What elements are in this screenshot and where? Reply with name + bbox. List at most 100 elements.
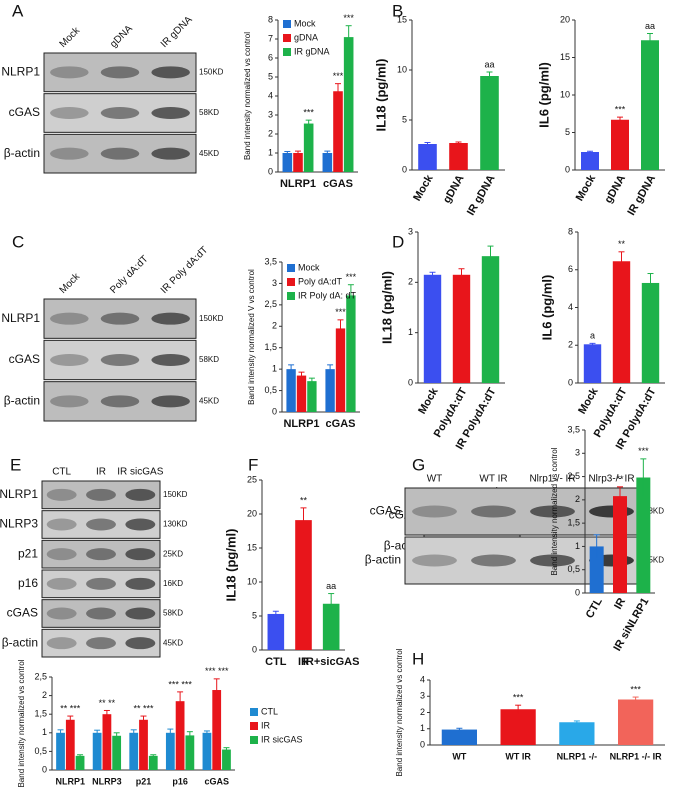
y-tick-label: 3 xyxy=(420,691,425,701)
x-tick-label: NLRP1 xyxy=(280,178,316,190)
x-tick-label: IR gDNA xyxy=(625,173,658,218)
annotation: *** xyxy=(630,684,641,694)
y-tick-label: 20 xyxy=(560,14,570,24)
y-tick-label: 2 xyxy=(420,707,425,717)
bar xyxy=(322,153,333,172)
blot-band xyxy=(125,518,156,531)
row-label: NLRP1 xyxy=(1,65,40,79)
lane-label: CTL xyxy=(52,467,71,478)
bar xyxy=(333,91,343,172)
y-tick-label: 1 xyxy=(575,541,580,551)
y-tick-label: 5 xyxy=(252,610,257,620)
bar xyxy=(500,709,536,745)
x-tick-label: cGAS xyxy=(326,418,356,430)
y-tick-label: 2 xyxy=(42,690,47,700)
lane-label: Mock xyxy=(58,271,83,296)
y-axis-label: Band intensity normalized vs control xyxy=(550,447,559,575)
lane-label: IR sicGAS xyxy=(117,467,163,478)
y-tick-label: 8 xyxy=(268,14,273,24)
lane-label: gDNA xyxy=(108,23,135,50)
blot-band xyxy=(50,312,89,325)
bar xyxy=(322,603,340,650)
size-label: 58KD xyxy=(163,609,183,618)
legend-swatch xyxy=(283,20,291,28)
y-axis-label: Band intensity normalized vs control xyxy=(395,648,404,776)
y-tick-label: 1 xyxy=(420,723,425,733)
blot-band xyxy=(412,554,457,567)
legend-swatch xyxy=(287,278,295,286)
panel-letter: D xyxy=(392,232,404,251)
row-label: p16 xyxy=(18,576,38,590)
legend-swatch xyxy=(250,722,258,730)
bar xyxy=(202,732,212,770)
bar xyxy=(452,274,471,383)
blot-band xyxy=(100,354,140,366)
bar xyxy=(148,755,158,770)
bar xyxy=(112,735,122,770)
y-tick-label: 10 xyxy=(397,64,407,74)
panel-letter: G xyxy=(412,455,425,474)
blot-band xyxy=(125,637,156,650)
y-tick-label: 2 xyxy=(568,340,573,350)
y-tick-label: 8 xyxy=(568,226,573,236)
panel-letter: F xyxy=(248,455,258,474)
annotation: *** xyxy=(615,105,626,115)
bar xyxy=(286,369,296,412)
y-axis-label: IL6 (pg/ml) xyxy=(536,62,551,128)
size-label: 25KD xyxy=(163,549,183,558)
bar xyxy=(295,520,312,650)
bar xyxy=(613,496,627,593)
y-axis-label: IL18 (pg/ml) xyxy=(379,271,394,344)
y-tick-label: 5 xyxy=(402,114,407,124)
x-tick-label: IR gDNA xyxy=(465,173,498,218)
y-tick-label: 2 xyxy=(408,277,413,287)
bar xyxy=(165,732,175,770)
annotation: ** xyxy=(300,495,308,505)
blot-band xyxy=(86,607,116,620)
bar xyxy=(583,344,602,383)
x-tick-label: p16 xyxy=(172,776,188,786)
y-tick-label: 3,5 xyxy=(567,424,580,434)
blot-band xyxy=(151,66,190,79)
lane-label: Nlrp3-/- IR xyxy=(588,474,634,485)
y-tick-label: 0 xyxy=(575,587,580,597)
bar xyxy=(267,613,285,650)
y-tick-label: 3,5 xyxy=(264,256,277,266)
annotation: *** xyxy=(333,71,344,81)
panel-letter: C xyxy=(12,232,24,251)
row-label: NLRP1 xyxy=(0,487,38,501)
x-tick-label: CTL xyxy=(584,596,605,621)
y-tick-label: 1,5 xyxy=(264,342,277,352)
blot-band xyxy=(125,607,156,620)
y-tick-label: 0 xyxy=(268,166,273,176)
blot-band xyxy=(100,66,140,79)
bar xyxy=(581,152,599,170)
bar xyxy=(175,701,185,770)
bar xyxy=(212,690,222,770)
size-label: 58KD xyxy=(199,355,219,364)
bar xyxy=(343,37,354,172)
size-label: 58KD xyxy=(644,507,664,516)
bar xyxy=(75,755,85,770)
y-tick-label: 0,5 xyxy=(34,746,47,756)
bar xyxy=(611,119,629,170)
legend-label: CTL xyxy=(261,706,278,716)
y-axis-label: Band intensity normalized vs control xyxy=(17,659,26,787)
y-axis-label: IL6 (pg/ml) xyxy=(539,275,554,341)
y-tick-label: 0 xyxy=(252,644,257,654)
blot-band xyxy=(86,577,116,590)
y-tick-label: 4 xyxy=(420,674,425,684)
y-tick-label: 2 xyxy=(268,128,273,138)
y-tick-label: 10 xyxy=(247,576,257,586)
blot-band xyxy=(100,395,140,408)
y-axis-label: Band intensity normalized V vs control xyxy=(247,269,256,405)
y-tick-label: 3 xyxy=(575,448,580,458)
y-tick-label: 5 xyxy=(565,127,570,137)
bar xyxy=(346,295,356,412)
legend-label: IR gDNA xyxy=(294,46,330,56)
y-tick-label: 1 xyxy=(408,327,413,337)
size-label: 45KD xyxy=(163,638,183,647)
blot-band xyxy=(50,354,89,366)
blot-band xyxy=(50,107,89,119)
legend-swatch xyxy=(283,34,291,42)
